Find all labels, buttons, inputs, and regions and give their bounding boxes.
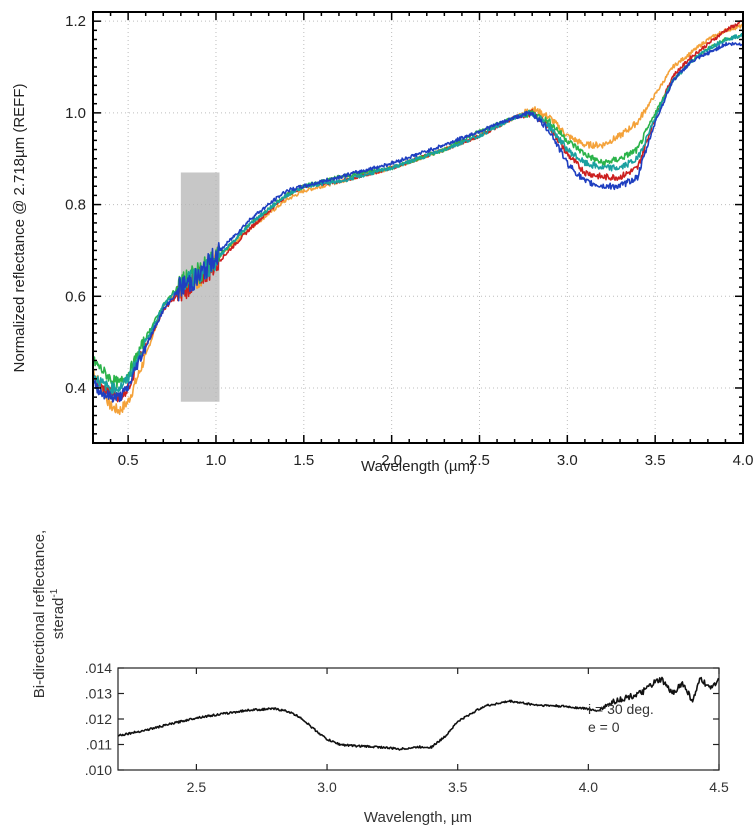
bottom-y-tick-labels: .010 .011 .012 .013 .014 xyxy=(85,660,112,778)
top-plot-frame xyxy=(92,11,744,444)
bottom-y-tick-label: .013 xyxy=(85,686,112,702)
top-series-group xyxy=(93,19,743,416)
top-x-tick-label: 0.5 xyxy=(118,452,139,469)
top-x-axis-label: Wavelength (µm) xyxy=(361,458,475,475)
bottom-series-line xyxy=(118,676,719,751)
top-y-tick-label: 1.2 xyxy=(65,13,86,30)
bottom-x-tick-label: 4.0 xyxy=(579,779,599,795)
bottom-ticks xyxy=(118,667,720,771)
top-y-tick-labels: 0.4 0.6 0.8 1.0 1.2 xyxy=(65,13,86,397)
bottom-chart: 2.5 3.0 3.5 4.0 4.5 .010 .011 .012 .013 .014 Wav… xyxy=(31,530,729,826)
bottom-y-axis-label-line2: sterad-1 xyxy=(49,588,67,639)
bottom-y-tick-label: .012 xyxy=(85,711,112,727)
top-ticks xyxy=(92,12,744,443)
annotation-emission: e = 0 xyxy=(588,719,620,735)
bottom-x-tick-label: 3.5 xyxy=(448,779,468,795)
bottom-x-tick-label: 2.5 xyxy=(187,779,207,795)
top-y-axis-label: Normalized reflectance @ 2.718µm (REFF) xyxy=(11,84,28,373)
top-y-tick-label: 0.8 xyxy=(65,197,86,214)
bottom-series-group xyxy=(118,676,719,751)
top-y-tick-label: 1.0 xyxy=(65,105,86,122)
top-x-tick-label: 3.0 xyxy=(557,452,578,469)
top-x-tick-label: 1.5 xyxy=(293,452,314,469)
bottom-y-axis-label-group: Bi-directional reflectance, sterad-1 xyxy=(31,530,67,698)
annotation-incidence: i = 30 deg. xyxy=(588,701,654,717)
top-series-line-5 xyxy=(93,41,743,403)
bottom-x-axis-label: Wavelength, µm xyxy=(364,809,472,826)
bottom-y-tick-label: .010 xyxy=(85,762,112,778)
top-x-tick-label: 1.0 xyxy=(206,452,227,469)
bottom-x-tick-label: 4.5 xyxy=(709,779,729,795)
bottom-x-tick-labels: 2.5 3.0 3.5 4.0 4.5 xyxy=(187,779,729,795)
top-x-tick-labels: 0.5 1.0 1.5 2.0 2.5 3.0 3.5 4.0 xyxy=(118,452,754,469)
bottom-y-tick-label: .014 xyxy=(85,660,112,676)
top-x-tick-label: 2.0 xyxy=(381,452,402,469)
bottom-y-tick-label: .011 xyxy=(86,737,112,753)
top-x-tick-label: 3.5 xyxy=(645,452,666,469)
bottom-y-axis-unit-exponent: -1 xyxy=(49,588,60,597)
bottom-plot-frame xyxy=(117,667,720,771)
top-y-tick-label: 0.6 xyxy=(65,288,86,305)
top-y-tick-label: 0.4 xyxy=(65,380,86,397)
bottom-y-axis-label: Bi-directional reflectance, xyxy=(31,530,48,698)
bottom-y-axis-unit: sterad xyxy=(50,598,67,640)
bottom-x-tick-label: 3.0 xyxy=(317,779,337,795)
top-chart: 0.5 1.0 1.5 2.0 2.5 3.0 3.5 4.0 0.4 0.6 0.8 1.0 1.2… xyxy=(11,11,754,475)
top-x-tick-label: 4.0 xyxy=(733,452,754,469)
top-x-tick-label: 2.5 xyxy=(469,452,490,469)
